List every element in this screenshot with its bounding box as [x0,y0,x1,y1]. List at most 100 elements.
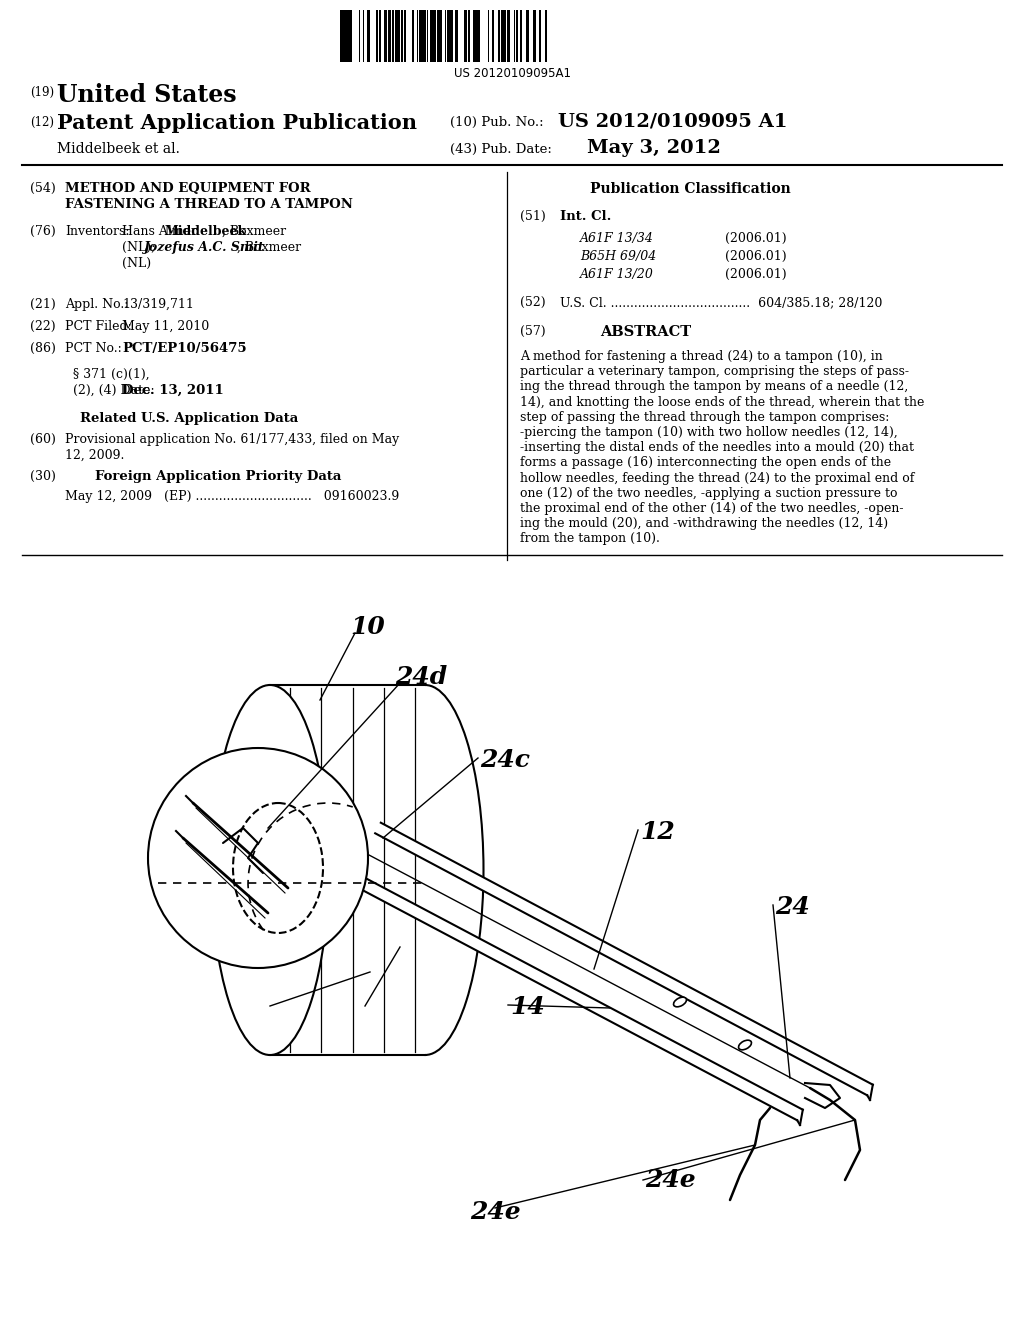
Text: (54): (54) [30,182,55,195]
Bar [367,11,370,62]
Bar [433,11,436,62]
Text: (2), (4) Date:: (2), (4) Date: [73,384,155,397]
Bar [449,11,452,62]
Bar [346,11,349,62]
Text: Foreign Application Priority Data: Foreign Application Priority Data [95,470,341,483]
Bar [404,11,406,62]
Text: B65H 69/04: B65H 69/04 [580,249,656,263]
Text: (30): (30) [30,470,56,483]
Text: forms a passage (16) interconnecting the open ends of the: forms a passage (16) interconnecting the… [520,457,891,470]
Bar [430,11,433,62]
Bar [534,11,536,62]
Text: 12: 12 [640,820,675,843]
Bar [376,11,378,62]
Bar [539,11,541,62]
Bar [340,11,343,62]
Text: Patent Application Publication: Patent Application Publication [57,114,417,133]
Text: 24c: 24c [340,987,390,1012]
Text: METHOD AND EQUIPMENT FOR: METHOD AND EQUIPMENT FOR [65,182,310,195]
Text: 13/319,711: 13/319,711 [122,298,194,312]
Bar [343,11,346,62]
Text: FASTENING A THREAD TO A TAMPON: FASTENING A THREAD TO A TAMPON [65,198,353,211]
Text: 24: 24 [775,895,810,919]
Bar [520,11,522,62]
Text: Publication Classification: Publication Classification [590,182,791,195]
Text: May 11, 2010: May 11, 2010 [122,319,209,333]
Bar [395,11,397,62]
Text: ABSTRACT: ABSTRACT [600,325,691,339]
Text: (10) Pub. No.:: (10) Pub. No.: [450,116,544,129]
Text: Provisional application No. 61/177,433, filed on May: Provisional application No. 61/177,433, … [65,433,399,446]
Text: A61F 13/34: A61F 13/34 [580,232,654,246]
Text: particular a veterinary tampon, comprising the steps of pass-: particular a veterinary tampon, comprisi… [520,366,909,379]
Text: 14), and knotting the loose ends of the thread, wherein that the: 14), and knotting the loose ends of the … [520,396,925,409]
Bar [468,11,470,62]
Bar [419,11,422,62]
Text: PCT No.:: PCT No.: [65,342,122,355]
Bar [447,11,449,62]
Circle shape [148,748,368,968]
Text: the proximal end of the other (14) of the two needles, -open-: the proximal end of the other (14) of th… [520,502,903,515]
Bar [455,11,458,62]
Bar [526,11,529,62]
Bar [379,11,381,62]
Text: (19): (19) [30,86,54,99]
Text: (43) Pub. Date:: (43) Pub. Date: [450,143,552,156]
Text: Appl. No.:: Appl. No.: [65,298,128,312]
Ellipse shape [212,685,329,1055]
Text: (2006.01): (2006.01) [725,232,786,246]
Bar [401,11,403,62]
Bar [473,11,476,62]
Bar [507,11,510,62]
Text: US 2012/0109095 A1: US 2012/0109095 A1 [558,114,787,131]
Text: 24d: 24d [245,987,297,1012]
Text: Middelbeek et al.: Middelbeek et al. [57,143,180,156]
Bar [389,11,391,62]
Bar [422,11,425,62]
Text: 10: 10 [350,615,385,639]
Text: Dec. 13, 2011: Dec. 13, 2011 [122,384,224,397]
Text: hollow needles, feeding the thread (24) to the proximal end of: hollow needles, feeding the thread (24) … [520,471,914,484]
Polygon shape [375,822,872,1096]
Text: (57): (57) [520,325,546,338]
Text: , Boxmeer: , Boxmeer [237,242,301,253]
Text: 24d: 24d [395,665,447,689]
Text: Related U.S. Application Data: Related U.S. Application Data [80,412,298,425]
Bar [478,11,480,62]
Polygon shape [357,876,803,1121]
Text: (21): (21) [30,298,55,312]
Text: step of passing the thread through the tampon comprises:: step of passing the thread through the t… [520,411,890,424]
Text: § 371 (c)(1),: § 371 (c)(1), [73,368,150,381]
Text: 12, 2009.: 12, 2009. [65,449,124,462]
Bar [412,11,414,62]
Text: Int. Cl.: Int. Cl. [560,210,611,223]
Text: -inserting the distal ends of the needles into a mould (20) that: -inserting the distal ends of the needle… [520,441,914,454]
Text: PCT Filed:: PCT Filed: [65,319,132,333]
Text: (2006.01): (2006.01) [725,249,786,263]
Bar [270,685,425,1055]
Text: 24e: 24e [470,1200,520,1224]
Text: (12): (12) [30,116,54,129]
Bar [397,11,400,62]
Text: (51): (51) [520,210,546,223]
Text: May 3, 2012: May 3, 2012 [587,139,721,157]
Ellipse shape [367,685,483,1055]
Text: (86): (86) [30,342,56,355]
Text: (NL): (NL) [122,257,152,271]
Bar [501,11,504,62]
Bar [384,11,387,62]
Text: PCT/EP10/56475: PCT/EP10/56475 [122,342,247,355]
Ellipse shape [738,1040,752,1049]
Bar [545,11,547,62]
Text: A61F 13/20: A61F 13/20 [580,268,654,281]
Bar [437,11,440,62]
Text: , Boxmeer: , Boxmeer [222,224,286,238]
Bar [464,11,466,62]
Ellipse shape [674,997,686,1007]
Bar [349,11,352,62]
Text: U.S. Cl. ....................................  604/385.18; 28/120: U.S. Cl. ...............................… [560,296,883,309]
Text: 14: 14 [510,995,545,1019]
Text: ing the thread through the tampon by means of a needle (12,: ing the thread through the tampon by mea… [520,380,908,393]
Bar [498,11,500,62]
Text: -piercing the tampon (10) with two hollow needles (12, 14),: -piercing the tampon (10) with two hollo… [520,426,898,440]
